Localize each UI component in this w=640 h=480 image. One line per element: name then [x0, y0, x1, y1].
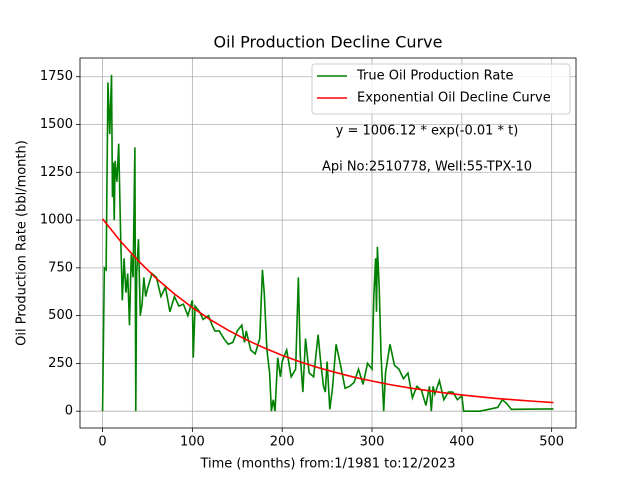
y-axis-label: Oil Production Rate (bbl/month): [15, 140, 30, 346]
x-tick-label: 200: [270, 435, 295, 450]
chart-title: Oil Production Decline Curve: [214, 33, 443, 52]
x-tick-label: 400: [449, 435, 474, 450]
y-tick-label: 500: [48, 308, 73, 323]
y-tick-label: 1250: [40, 165, 73, 180]
x-axis-label: Time (months) from:1/1981 to:12/2023: [199, 457, 455, 472]
series-line: [101, 218, 554, 404]
x-tick-label: 300: [360, 435, 385, 450]
y-tick-label: 750: [48, 260, 73, 275]
plot-frame: [79, 57, 577, 429]
x-tick-label: 500: [539, 435, 564, 450]
y-tick-label: 250: [48, 356, 73, 371]
legend-label: True Oil Production Rate: [356, 69, 513, 84]
annotation: Api No:2510778, Well:55-TPX-10: [322, 160, 532, 175]
y-tick-label: 1000: [40, 213, 73, 228]
legend-box: [311, 63, 571, 115]
y-tick-label: 0: [65, 404, 73, 419]
annotation: y = 1006.12 * exp(-0.01 * t): [336, 124, 519, 139]
y-tick-label: 1750: [40, 69, 73, 84]
x-tick-label: 100: [180, 435, 205, 450]
legend-label: Exponential Oil Decline Curve: [357, 91, 551, 106]
x-tick-label: 0: [98, 435, 106, 450]
series-line: [101, 74, 554, 412]
y-tick-label: 1500: [40, 117, 73, 132]
